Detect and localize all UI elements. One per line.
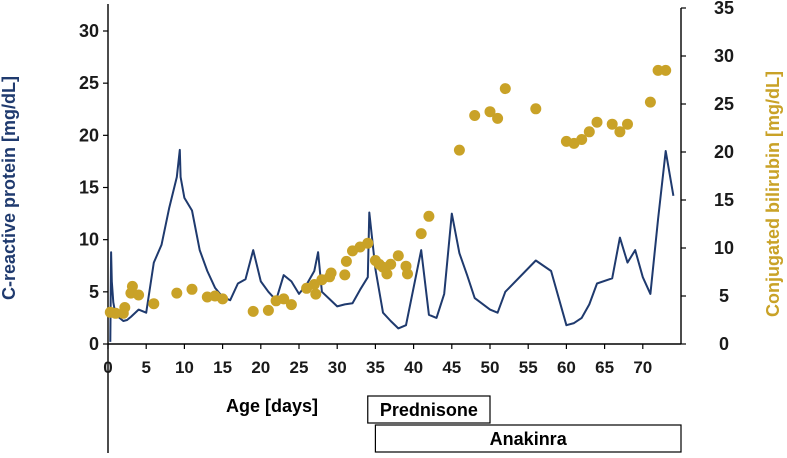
bilirubin-point — [652, 64, 664, 76]
bilirubin-point — [484, 106, 496, 118]
bilirubin-point — [148, 298, 160, 310]
bilirubin-point — [247, 305, 259, 317]
bilirubin-point — [402, 268, 413, 280]
x-tick-label: 20 — [251, 358, 270, 377]
bilirubin-point — [285, 299, 297, 311]
x-tick-label: 15 — [213, 358, 232, 377]
bilirubin-point — [453, 144, 465, 156]
x-tick-label: 40 — [404, 358, 423, 377]
bilirubin-point — [217, 293, 229, 305]
left-tick-label: 10 — [79, 230, 99, 250]
left-tick-label: 30 — [79, 21, 99, 41]
bilirubin-point — [622, 118, 633, 130]
bilirubin-point — [126, 280, 138, 292]
axes — [103, 4, 686, 453]
bilirubin-point — [186, 283, 198, 295]
bilirubin-point — [499, 83, 511, 95]
x-tick-label: 45 — [442, 358, 461, 377]
x-axis-label: Age [days] — [226, 396, 318, 416]
left-tick-label: 5 — [89, 282, 99, 302]
right-tick-label: 25 — [714, 94, 734, 114]
left-axis-label: C-reactive protein [mg/dL] — [0, 76, 19, 300]
left-tick-label: 15 — [79, 178, 99, 198]
bilirubin-point — [262, 304, 274, 316]
right-tick-label: 30 — [714, 46, 734, 66]
right-tick-label: 35 — [714, 0, 734, 18]
bilirubin-point — [644, 96, 656, 108]
bilirubin-point — [530, 103, 542, 115]
bilirubin-point — [340, 255, 352, 267]
x-tick-label: 50 — [481, 358, 500, 377]
x-tick-label: 65 — [595, 358, 614, 377]
right-tick-label: 5 — [719, 286, 729, 306]
bilirubin-point — [576, 134, 588, 145]
right-tick-label: 0 — [719, 334, 729, 354]
bilirubin-point — [469, 110, 481, 121]
right-tick-label: 10 — [714, 238, 734, 258]
bilirubin-point — [362, 237, 374, 249]
left-tick-label: 0 — [89, 334, 99, 354]
bilirubin-point — [423, 210, 435, 222]
tick-labels: 0 5 10 15 20 25 30 0 5 10 15 20 25 30 35 0 5 10 15 20 25 30 35… — [79, 0, 734, 377]
x-tick-label: 55 — [519, 358, 538, 377]
x-tick-label: 5 — [141, 358, 150, 377]
left-tick-label: 25 — [79, 73, 99, 93]
treatment-label-anakinra: Anakinra — [490, 429, 568, 449]
crp-line — [109, 148, 675, 342]
bilirubin-point — [310, 288, 322, 300]
x-tick-label: 35 — [366, 358, 385, 377]
bilirubin-point — [119, 302, 131, 313]
bilirubin-series — [104, 64, 672, 319]
bilirubin-point — [392, 250, 404, 262]
bilirubin-point — [415, 228, 427, 240]
right-tick-label: 15 — [714, 190, 734, 210]
bilirubin-point — [339, 269, 351, 281]
bilirubin-point — [591, 116, 603, 128]
x-tick-label: 0 — [103, 358, 112, 377]
treatment-boxes: Prednisone Anakinra — [367, 395, 682, 453]
x-tick-label: 10 — [175, 358, 194, 377]
bilirubin-point — [133, 289, 145, 301]
left-tick-label: 20 — [79, 125, 99, 145]
bilirubin-point — [614, 126, 626, 138]
bilirubin-point — [660, 64, 672, 76]
treatment-box-prednisone — [367, 395, 491, 424]
treatment-label-prednisone: Prednisone — [380, 400, 478, 420]
bilirubin-point — [325, 267, 337, 279]
x-tick-label: 25 — [290, 358, 309, 377]
treatment-box-anakinra — [374, 424, 682, 453]
x-tick-label: 70 — [633, 358, 652, 377]
bilirubin-point — [385, 258, 397, 270]
bilirubin-point — [110, 307, 122, 319]
bilirubin-point — [606, 118, 618, 130]
crp-series — [109, 148, 675, 342]
bilirubin-point — [381, 268, 393, 280]
bilirubin-point — [492, 112, 504, 124]
x-tick-label: 30 — [328, 358, 347, 377]
bilirubin-point — [171, 287, 183, 299]
x-tick-label: 60 — [557, 358, 576, 377]
right-axis-label: Conjugated bilirubin [mg/dL] — [763, 71, 783, 317]
bilirubin-point — [583, 126, 595, 138]
right-tick-label: 20 — [714, 142, 734, 162]
bilirubin-point — [278, 293, 290, 305]
